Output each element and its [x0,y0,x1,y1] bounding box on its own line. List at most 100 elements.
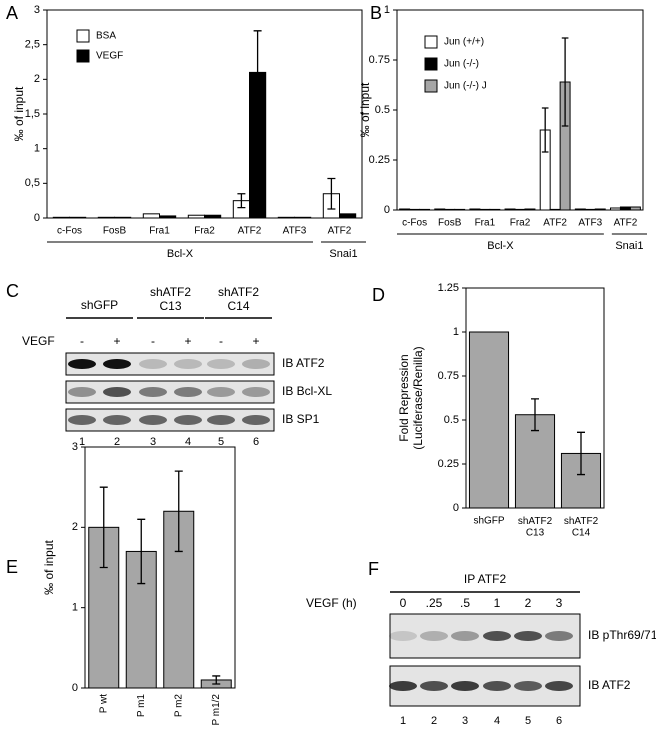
blot-strip [65,408,275,432]
bar [469,208,481,211]
x-tick-label: ATF3 [578,218,602,229]
bar [504,208,516,211]
bar [97,216,116,219]
y-tick-label: 1 [34,143,40,155]
x-tick-label: FosB [438,218,462,229]
lane-number: 4 [185,436,191,448]
band [545,631,573,641]
y-tick-label: 2,5 [25,39,40,51]
row-label: IB ATF2 [282,356,325,370]
x-tick-label: c-Fos [57,226,82,237]
bar [619,206,631,211]
treatment: - [219,334,223,348]
bar [629,206,641,211]
band [242,415,270,425]
error-bar [531,398,539,432]
band [420,631,448,641]
bar [434,208,446,211]
lane-number: 1 [79,436,85,448]
panel-label: B [370,3,382,23]
x-tick-label: ATF2 [543,218,567,229]
bar [294,216,312,219]
bar [399,208,411,211]
band [103,415,131,425]
bar [419,208,431,211]
lane-number: 4 [494,715,500,727]
legend-swatch [424,57,438,71]
x-tick-label: ATF2 [614,218,638,229]
bar [339,213,357,219]
band [483,631,511,641]
x-tick-label: P m2 [173,694,184,718]
y-tick-label: 3 [34,4,40,16]
band [139,359,167,369]
panel-label: D [372,285,385,305]
y-tick-label: 2 [34,73,40,85]
band [103,387,131,397]
band [451,631,479,641]
legend-label: VEGF [96,51,123,62]
lane-number: 5 [218,436,224,448]
error-bar [137,518,146,585]
bar [489,208,501,211]
group-label: Bcl-X [487,240,514,252]
band [207,387,235,397]
x-tick-label: shGFP [473,516,504,527]
treatment: .5 [460,596,470,610]
x-tick-label: ATF3 [283,226,307,237]
legend-label: Jun (+/+) [444,37,484,48]
x-tick-label: P wt [98,694,109,713]
row-label: IB SP1 [282,412,320,426]
y-tick-label: 0.25 [438,458,459,470]
treatment: + [252,334,259,348]
legend-label: Jun (-/-) J [444,81,487,92]
band [389,631,417,641]
bar [524,208,536,211]
y-tick-label: 0 [384,204,390,216]
x-tick-label: shATF2 C13 [518,516,553,539]
bar [574,208,586,211]
treatment: 3 [556,596,563,610]
error-bar [99,486,108,569]
band [174,415,202,425]
bar [52,216,70,219]
group-label: Snai1 [329,248,357,260]
y-tick-label: 0.5 [444,414,459,426]
treatment-label: VEGF (h) [306,596,357,610]
y-tick-label: 2 [72,521,78,533]
bar [479,208,491,211]
x-tick-label: P m1/2 [211,694,222,726]
treatment: - [80,334,84,348]
y-tick-label: 3 [72,441,78,453]
treatment-label: VEGF [22,334,55,348]
band [139,415,167,425]
panel-label: E [6,557,18,577]
treatment: 2 [525,596,532,610]
row-label: IB pThr69/71 [588,628,656,642]
bar [594,208,606,211]
y-tick-label: 0.75 [369,54,390,66]
x-tick-label: P m1 [136,694,147,718]
band [514,631,542,641]
band [207,359,235,369]
x-tick-label: ATF2 [238,226,262,237]
band [514,681,542,691]
error-bar [577,431,585,476]
treatment: + [184,334,191,348]
error-bar [327,177,336,210]
bar [187,214,206,219]
panel-label: C [6,281,19,301]
bar [454,208,466,211]
band [451,681,479,691]
group-label: shGFP [81,298,118,312]
treatment: .25 [426,596,443,610]
y-tick-label: 0 [453,502,459,514]
blot-strip [65,352,275,376]
band [68,359,96,369]
lane-number: 6 [556,715,562,727]
error-bar [561,37,569,127]
error-bar [212,675,221,685]
bar [609,207,621,211]
panel-label: A [6,3,18,23]
